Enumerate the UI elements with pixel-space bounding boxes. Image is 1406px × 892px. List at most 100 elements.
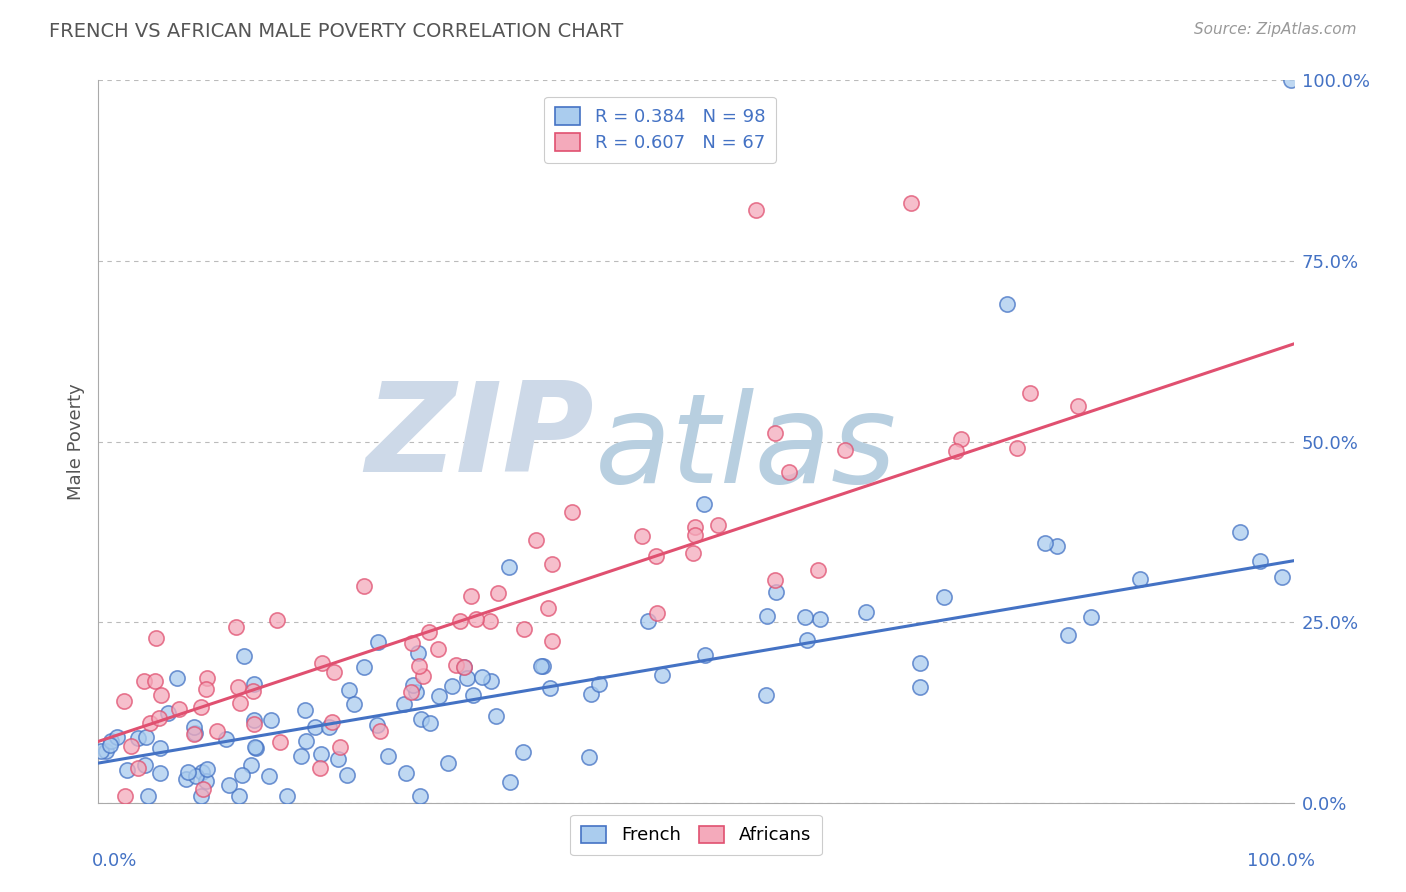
Point xyxy=(1019,386,1042,401)
Point xyxy=(166,671,188,685)
Point xyxy=(90,744,112,758)
Point xyxy=(693,498,716,512)
Point xyxy=(427,689,450,703)
Point xyxy=(259,713,281,727)
Point xyxy=(228,789,250,803)
Point xyxy=(446,658,468,673)
Point xyxy=(186,769,208,783)
Point xyxy=(245,740,267,755)
Point xyxy=(1129,572,1152,586)
Point xyxy=(409,712,432,726)
Point xyxy=(120,739,142,754)
Point xyxy=(127,731,149,746)
Point xyxy=(1033,535,1056,549)
Point xyxy=(460,589,482,603)
Point xyxy=(498,560,520,574)
Point xyxy=(135,730,157,744)
Point xyxy=(329,739,352,754)
Point xyxy=(231,768,253,782)
Point xyxy=(479,673,502,688)
Point xyxy=(115,764,138,778)
Point xyxy=(950,432,973,446)
Point xyxy=(512,745,534,759)
Point xyxy=(1056,628,1078,642)
Point xyxy=(513,622,536,636)
Point xyxy=(478,614,501,628)
Point xyxy=(399,685,422,699)
Point xyxy=(195,671,218,685)
Point xyxy=(631,529,654,543)
Point xyxy=(226,680,249,694)
Point xyxy=(132,674,155,689)
Point xyxy=(524,533,547,547)
Point xyxy=(754,688,776,702)
Point xyxy=(150,688,173,702)
Point xyxy=(1271,570,1294,584)
Point xyxy=(682,546,704,560)
Point xyxy=(195,762,218,776)
Point xyxy=(755,609,778,624)
Point xyxy=(321,714,343,729)
Point xyxy=(353,660,375,674)
Legend: French, Africans: French, Africans xyxy=(571,814,821,855)
Point xyxy=(336,768,359,782)
Point xyxy=(149,766,172,780)
Point xyxy=(309,761,332,775)
Point xyxy=(419,715,441,730)
Point xyxy=(441,679,464,693)
Point xyxy=(588,677,610,691)
Point xyxy=(910,656,932,670)
Point xyxy=(229,697,252,711)
Point xyxy=(695,648,717,663)
Point xyxy=(243,676,266,690)
Point xyxy=(645,606,668,620)
Point xyxy=(537,601,560,615)
Point xyxy=(232,649,254,664)
Point xyxy=(745,203,768,218)
Point xyxy=(193,782,215,797)
Point xyxy=(581,687,603,701)
Point xyxy=(932,591,955,605)
Point xyxy=(242,684,264,698)
Point xyxy=(464,612,486,626)
Point xyxy=(294,703,316,717)
Point xyxy=(637,614,659,628)
Point xyxy=(405,684,427,698)
Point xyxy=(499,775,522,789)
Point xyxy=(796,632,818,647)
Point xyxy=(1249,554,1271,568)
Point xyxy=(402,678,425,692)
Point xyxy=(437,756,460,771)
Point xyxy=(143,673,166,688)
Text: FRENCH VS AFRICAN MALE POVERTY CORRELATION CHART: FRENCH VS AFRICAN MALE POVERTY CORRELATI… xyxy=(49,22,623,41)
Text: Source: ZipAtlas.com: Source: ZipAtlas.com xyxy=(1194,22,1357,37)
Point xyxy=(578,750,600,764)
Point xyxy=(426,642,449,657)
Point xyxy=(392,697,415,711)
Point xyxy=(114,789,136,803)
Point xyxy=(463,689,485,703)
Point xyxy=(194,773,217,788)
Point xyxy=(1279,73,1302,87)
Point xyxy=(304,720,326,734)
Point xyxy=(136,789,159,803)
Point xyxy=(453,660,475,674)
Point xyxy=(366,634,388,648)
Point xyxy=(449,614,471,628)
Point xyxy=(259,769,281,783)
Text: atlas: atlas xyxy=(595,388,897,509)
Point xyxy=(910,680,932,694)
Point xyxy=(107,730,129,744)
Point xyxy=(1229,525,1251,540)
Point xyxy=(1045,539,1067,553)
Point xyxy=(290,749,312,764)
Point xyxy=(561,505,583,519)
Point xyxy=(169,702,191,716)
Point xyxy=(651,668,673,682)
Point xyxy=(183,721,205,735)
Point xyxy=(269,735,291,749)
Point xyxy=(683,528,706,542)
Point xyxy=(900,196,922,211)
Point xyxy=(322,665,344,679)
Point xyxy=(337,683,360,698)
